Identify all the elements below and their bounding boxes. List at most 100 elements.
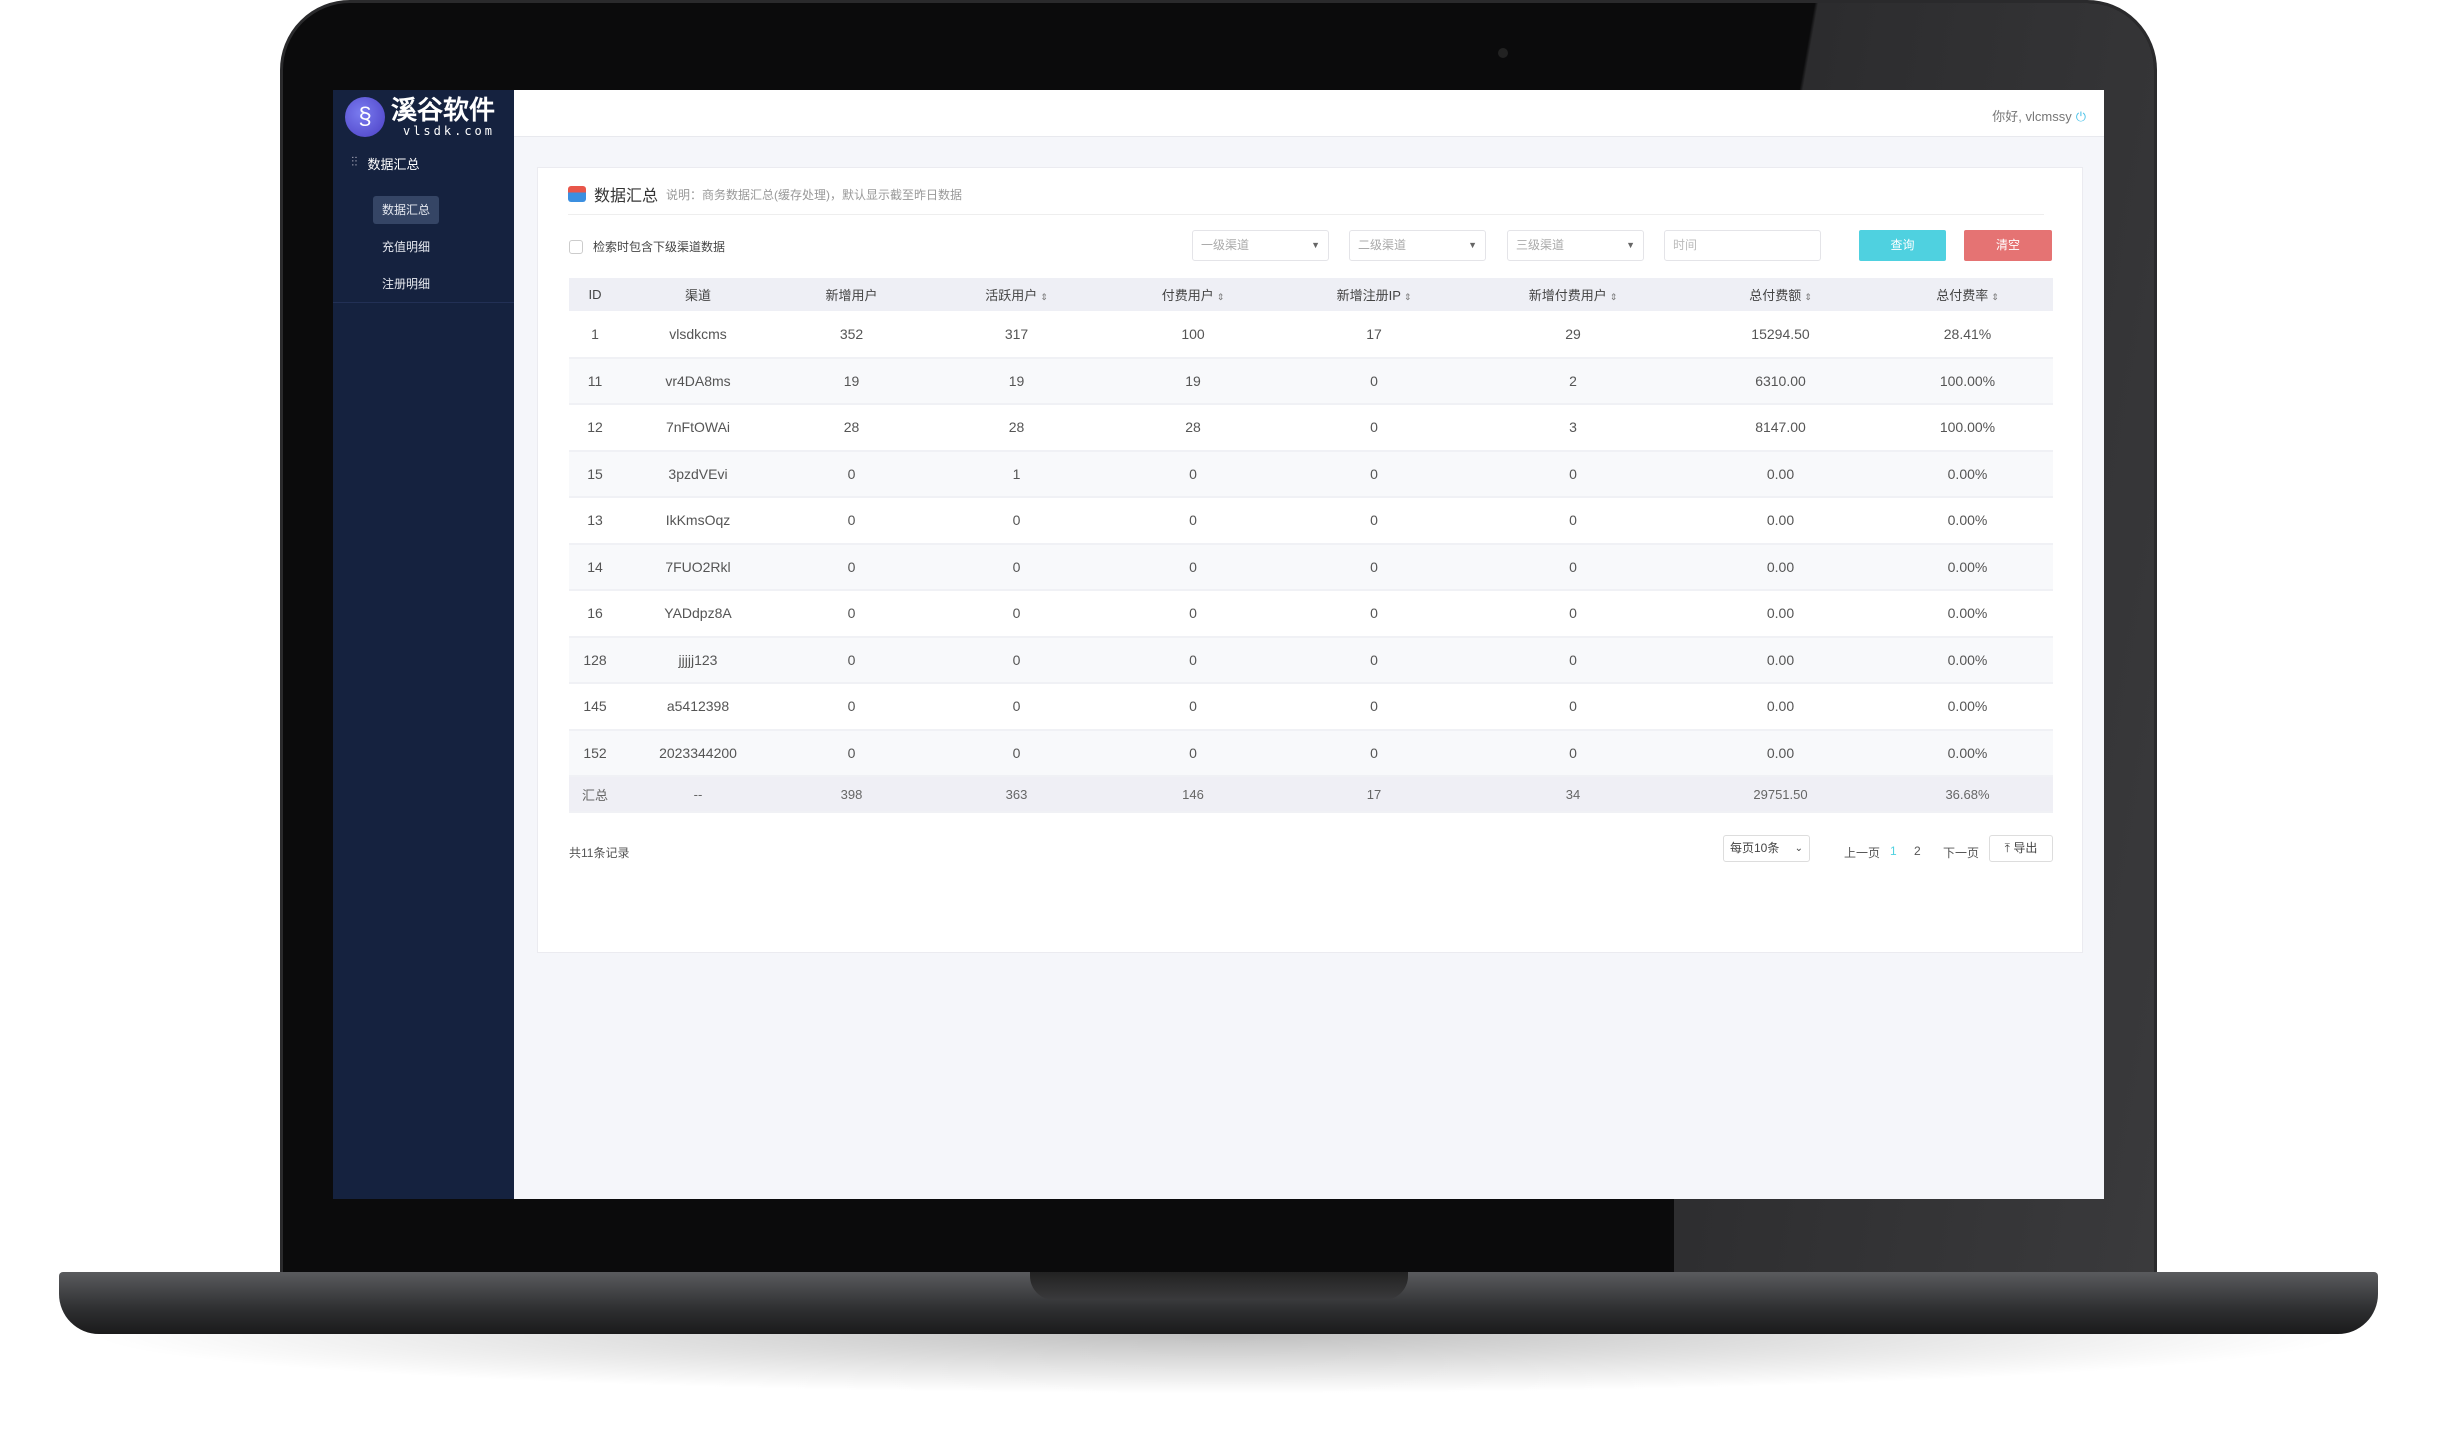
table-cell: 7FUO2Rkl [621, 543, 775, 591]
level3-select[interactable]: 三级渠道 ▼ [1507, 230, 1644, 261]
sidebar-item-summary[interactable]: 数据汇总 [373, 196, 439, 224]
summary-cell: -- [621, 776, 775, 813]
table-cell: 0 [1105, 497, 1281, 545]
clear-button[interactable]: 清空 [1964, 230, 2052, 261]
laptop-shadow [80, 1334, 2360, 1394]
include-sub-checkbox[interactable]: 检索时包含下级渠道数据 [569, 238, 725, 255]
table-cell: 0 [1467, 683, 1679, 731]
table-cell: 100.00% [1882, 404, 2053, 452]
summary-cell: 398 [775, 776, 928, 813]
table-cell: 0.00 [1679, 543, 1882, 591]
table-row: 12 7nFtOWAi 28 28 28 0 3 8147.00 100.00% [569, 404, 2053, 452]
table-cell: 317 [928, 311, 1105, 359]
table-cell: 0.00% [1882, 590, 2053, 638]
table-cell: 28 [775, 404, 928, 452]
divider [333, 302, 514, 303]
table-row: 15 3pzdVEvi 0 1 0 0 0 0.00 0.00% [569, 450, 2053, 498]
sort-icon[interactable]: ⇕ [1804, 292, 1812, 302]
table-cell: 0.00% [1882, 729, 2053, 777]
sidebar-item-register[interactable]: 注册明细 [381, 277, 430, 291]
table-cell: 0 [775, 590, 928, 638]
table-cell: jjjjj123 [621, 636, 775, 684]
time-input[interactable]: 时间 [1664, 230, 1821, 261]
chevron-down-icon: ⌄ [1794, 843, 1803, 854]
table-cell: 0 [1467, 543, 1679, 591]
logo: § 溪谷软件 vlsdk.com [345, 96, 495, 138]
caret-down-icon: ▼ [1626, 240, 1635, 250]
laptop-notch [1030, 1272, 1408, 1300]
table-cell: 13 [569, 497, 621, 545]
table-cell: 8147.00 [1679, 404, 1882, 452]
export-button[interactable]: ⤒ 导出 [1989, 835, 2053, 862]
table-cell: 0 [1467, 590, 1679, 638]
sort-icon[interactable]: ⇕ [1040, 292, 1048, 302]
table-cell: 0 [1105, 729, 1281, 777]
table-cell: 0.00 [1679, 497, 1882, 545]
prev-page[interactable]: 上一页 [1844, 846, 1881, 860]
column-header[interactable]: 活跃用户 ⇕ [928, 278, 1105, 311]
table-row: 11 vr4DA8ms 19 19 19 0 2 6310.00 100.00% [569, 357, 2053, 405]
table-cell: 28 [1105, 404, 1281, 452]
table-cell: 0 [775, 497, 928, 545]
total-records: 共11条记录 [569, 846, 630, 860]
caret-down-icon: ▼ [1311, 240, 1320, 250]
table-cell: 352 [775, 311, 928, 359]
table-row: 145 a5412398 0 0 0 0 0 0.00 0.00% [569, 683, 2053, 731]
table-row: 128 jjjjj123 0 0 0 0 0 0.00 0.00% [569, 636, 2053, 684]
table-cell: 0 [1281, 683, 1467, 731]
table-cell: 29 [1467, 311, 1679, 359]
table-cell: a5412398 [621, 683, 775, 731]
logo-icon: § [345, 97, 385, 137]
column-header[interactable]: 新增注册IP ⇕ [1281, 278, 1467, 311]
column-header[interactable]: 新增付费用户 ⇕ [1467, 278, 1679, 311]
page-2[interactable]: 2 [1914, 844, 1921, 858]
column-header: 渠道 [621, 278, 775, 311]
summary-cell: 34 [1467, 776, 1679, 813]
table-cell: 0 [928, 636, 1105, 684]
table-cell: 0 [1281, 636, 1467, 684]
column-header[interactable]: 总付费额 ⇕ [1679, 278, 1882, 311]
summary-card: 数据汇总 说明：商务数据汇总(缓存处理)，默认显示截至昨日数据 检索时包含下级渠道… [537, 167, 2083, 953]
query-button[interactable]: 查询 [1859, 230, 1946, 261]
sort-icon[interactable]: ⇕ [1403, 292, 1412, 302]
table-cell: 0.00 [1679, 450, 1882, 498]
sort-icon[interactable]: ⇕ [1216, 292, 1225, 302]
card-title: 数据汇总 [594, 188, 659, 205]
level2-select[interactable]: 二级渠道 ▼ [1349, 230, 1486, 261]
summary-cell: 146 [1105, 776, 1281, 813]
level1-select[interactable]: 一级渠道 ▼ [1192, 230, 1329, 261]
column-header[interactable]: 付费用户 ⇕ [1105, 278, 1281, 311]
table-cell: 6310.00 [1679, 357, 1882, 405]
table-cell: 0 [1467, 497, 1679, 545]
column-header: ID [569, 278, 621, 311]
table-cell: 17 [1281, 311, 1467, 359]
sort-icon[interactable]: ⇕ [1609, 292, 1618, 302]
table-cell: 0 [1281, 357, 1467, 405]
sidebar-group-data[interactable]: ⫶⫶ 数据汇总 [351, 154, 420, 173]
next-page[interactable]: 下一页 [1943, 846, 1980, 860]
table-cell: 19 [775, 357, 928, 405]
summary-cell: 363 [928, 776, 1105, 813]
table-row: 16 YADdpz8A 0 0 0 0 0 0.00 0.00% [569, 590, 2053, 638]
summary-cell: 17 [1281, 776, 1467, 813]
sidebar-item-recharge[interactable]: 充值明细 [381, 240, 430, 254]
table-cell: 2023344200 [621, 729, 775, 777]
page-1[interactable]: 1 [1890, 844, 1897, 858]
table-cell: vlsdkcms [621, 311, 775, 359]
table-cell: 0 [775, 729, 928, 777]
table-cell: 0 [928, 683, 1105, 731]
table-cell: 0 [1281, 543, 1467, 591]
table-cell: 0 [928, 543, 1105, 591]
column-header: 新增用户 [775, 278, 928, 311]
table-row: 1 vlsdkcms 352 317 100 17 29 15294.50 28.41% [569, 311, 2053, 359]
table-cell: 0.00 [1679, 729, 1882, 777]
table-cell: 14 [569, 543, 621, 591]
page-size-select[interactable]: 每页10条 ⌄ [1723, 835, 1810, 862]
sort-icon[interactable]: ⇕ [1991, 292, 1999, 302]
table-cell: 145 [569, 683, 621, 731]
summary-cell: 汇总 [569, 776, 621, 813]
power-icon[interactable]: ⏻ [2075, 109, 2086, 124]
column-header[interactable]: 总付费率 ⇕ [1882, 278, 2053, 311]
table-cell: 15294.50 [1679, 311, 1882, 359]
table-cell: 19 [1105, 357, 1281, 405]
